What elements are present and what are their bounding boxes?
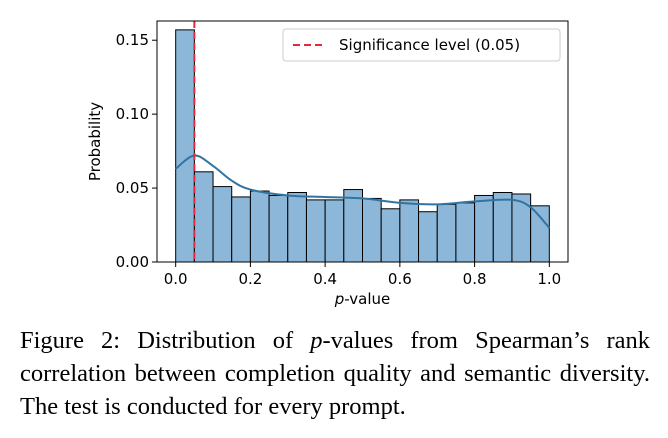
plot-frame [156,20,569,263]
histogram-bar [474,194,494,263]
legend: Significance level (0.05) [282,28,561,62]
x-axis-label-rest: -value [344,290,390,308]
legend-label-threshold: Significance level (0.05) [339,36,520,54]
x-tick-label: 0.0 [164,270,188,288]
kde-curve [175,154,551,229]
y-axis-label: Probability [86,102,104,181]
x-axis-label-italic: p [334,290,345,308]
x-tick-label: 0.8 [463,270,487,288]
histogram-bar [455,202,476,263]
x-axis-label: p-value [334,290,391,308]
histogram-bar [492,192,513,263]
y-tick-label: 0.10 [116,105,149,123]
histogram-bar [287,192,307,263]
histogram-bar [305,199,326,263]
histogram-bar [418,211,438,263]
legend-box [282,28,561,62]
caption-lead: Figure 2: Distribution of [20,327,311,354]
histogram-bar [343,189,363,263]
figure-caption: Figure 2: Distribution of p-values from … [20,324,650,423]
caption-rest: -values from Spearman’s rank correlation… [20,327,650,420]
y-tick-label: 0.00 [116,253,149,271]
histogram-bar [530,205,550,263]
histogram-bar [436,203,457,263]
x-tick-label: 0.2 [238,270,262,288]
histogram-bar [362,197,382,263]
histogram-bar [175,29,195,263]
histogram-bar [380,208,401,263]
histogram-bar [231,196,251,263]
y-tick-label: 0.05 [116,179,149,197]
x-axis-ticks: 0.0 0.2 0.4 0.6 0.8 1.0 [164,262,561,288]
histogram-bar [193,171,214,263]
histogram-bars [175,29,550,263]
histogram-bar [399,199,420,263]
y-axis-ticks: 0.00 0.05 0.10 0.15 [116,31,157,271]
histogram-bar [249,190,270,263]
histogram-bar [268,194,289,263]
histogram-bar [212,186,233,263]
histogram-bar [324,199,345,263]
x-tick-label: 0.4 [313,270,337,288]
x-tick-label: 1.0 [537,270,561,288]
x-tick-label: 0.6 [388,270,412,288]
caption-italic-p: p [310,327,323,354]
y-tick-label: 0.15 [116,31,149,49]
